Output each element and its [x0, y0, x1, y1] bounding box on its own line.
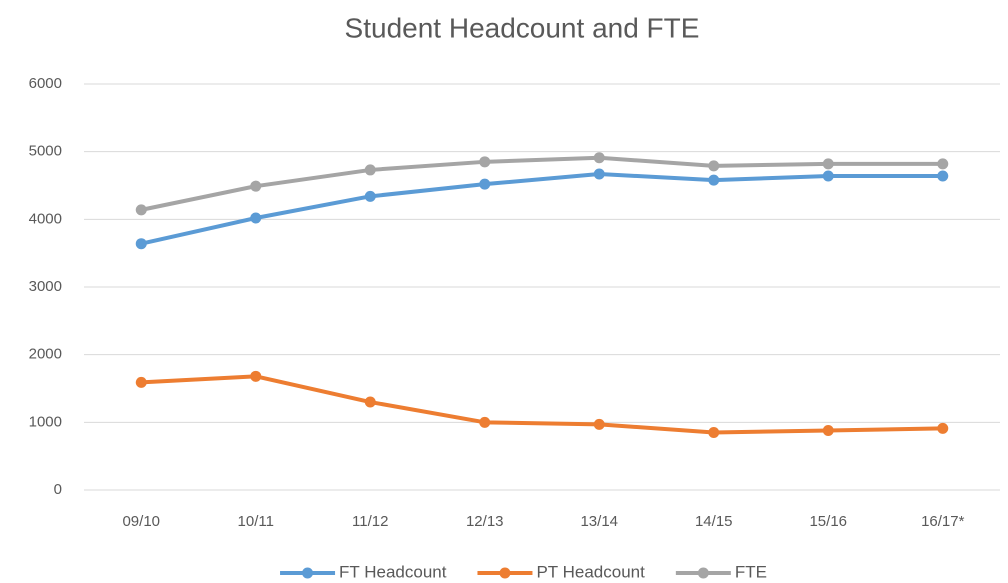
y-tick-label: 2000	[29, 346, 62, 363]
data-point	[822, 158, 834, 170]
x-tick-label: 15/16	[809, 513, 847, 530]
data-point	[135, 238, 147, 250]
data-point	[479, 416, 491, 428]
legend-label: FTE	[735, 562, 767, 581]
data-point	[250, 180, 262, 192]
data-point	[135, 376, 147, 388]
x-tick-label: 14/15	[695, 513, 733, 530]
legend-marker	[302, 567, 314, 579]
data-point	[937, 158, 949, 170]
data-point	[479, 156, 491, 168]
y-tick-label: 0	[54, 481, 62, 498]
legend-label: PT Headcount	[536, 562, 645, 581]
data-point	[135, 204, 147, 216]
y-tick-label: 1000	[29, 413, 62, 430]
y-tick-label: 3000	[29, 278, 62, 295]
data-point	[708, 426, 720, 438]
data-point	[250, 212, 262, 224]
series-line	[140, 171, 943, 246]
y-tick-label: 4000	[29, 210, 62, 227]
data-point	[364, 190, 376, 202]
data-point	[364, 396, 376, 408]
x-tick-label: 13/14	[580, 513, 618, 530]
data-point	[822, 170, 834, 182]
series-line	[140, 155, 943, 212]
data-point	[708, 174, 720, 186]
x-tick-label: 11/12	[352, 513, 388, 530]
legend-label: FT Headcount	[339, 562, 447, 581]
x-tick-label: 12/13	[466, 513, 504, 530]
y-tick-label: 6000	[29, 75, 62, 92]
data-point	[708, 160, 720, 172]
data-point	[593, 152, 605, 164]
data-point	[479, 178, 491, 190]
data-point	[937, 422, 949, 434]
data-point	[364, 164, 376, 176]
x-tick-label: 16/17*	[921, 513, 965, 530]
legend-marker	[697, 567, 709, 579]
x-tick-label: 09/10	[122, 513, 160, 530]
x-tick-label: 10/11	[238, 513, 274, 530]
data-point	[593, 418, 605, 430]
data-point	[937, 170, 949, 182]
legend-marker	[499, 567, 511, 579]
data-point	[250, 370, 262, 382]
y-tick-label: 5000	[29, 143, 62, 160]
data-point	[822, 424, 834, 436]
series-line	[141, 374, 943, 435]
data-point	[593, 168, 605, 180]
chart-title: Student Headcount and FTE	[345, 12, 700, 43]
